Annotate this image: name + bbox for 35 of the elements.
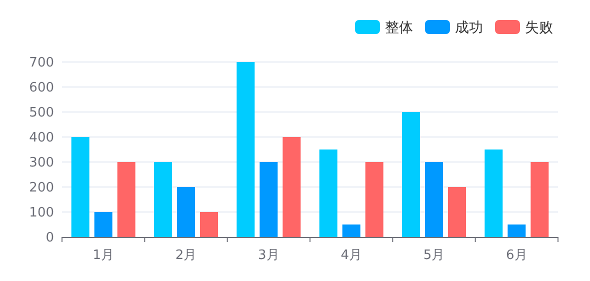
x-tick-label: 5月 bbox=[423, 248, 445, 263]
y-tick-label: 100 bbox=[29, 206, 54, 220]
x-tick-label: 3月 bbox=[258, 248, 280, 263]
bar bbox=[508, 224, 526, 237]
bar bbox=[530, 162, 549, 237]
bar bbox=[282, 137, 301, 237]
bar bbox=[319, 150, 338, 237]
bar bbox=[342, 224, 360, 237]
bar bbox=[425, 162, 443, 237]
x-tick-label: 4月 bbox=[340, 248, 362, 263]
x-tick-label: 6月 bbox=[506, 248, 528, 263]
y-tick-label: 200 bbox=[29, 180, 54, 196]
legend-label: 整体 bbox=[385, 20, 413, 36]
y-tick-label: 600 bbox=[29, 80, 54, 96]
bar bbox=[365, 162, 384, 237]
bar bbox=[71, 137, 90, 237]
bar bbox=[154, 162, 172, 237]
bar bbox=[484, 150, 503, 237]
y-tick-label: 300 bbox=[29, 156, 54, 170]
y-tick-label: 0 bbox=[46, 230, 54, 246]
bar bbox=[236, 62, 255, 237]
bar bbox=[177, 187, 195, 237]
bar bbox=[117, 162, 136, 237]
bar bbox=[260, 162, 278, 237]
bar bbox=[448, 187, 466, 237]
x-tick-label: 1月 bbox=[92, 248, 114, 263]
legend-label: 失败 bbox=[525, 20, 553, 36]
bar bbox=[402, 112, 420, 237]
y-tick-label: 500 bbox=[29, 106, 54, 120]
bar bbox=[200, 212, 218, 237]
bar bbox=[94, 212, 112, 237]
x-tick-label: 2月 bbox=[175, 248, 197, 263]
legend-label: 成功 bbox=[455, 20, 483, 36]
y-tick-label: 700 bbox=[29, 56, 54, 70]
y-tick-label: 400 bbox=[29, 130, 54, 146]
